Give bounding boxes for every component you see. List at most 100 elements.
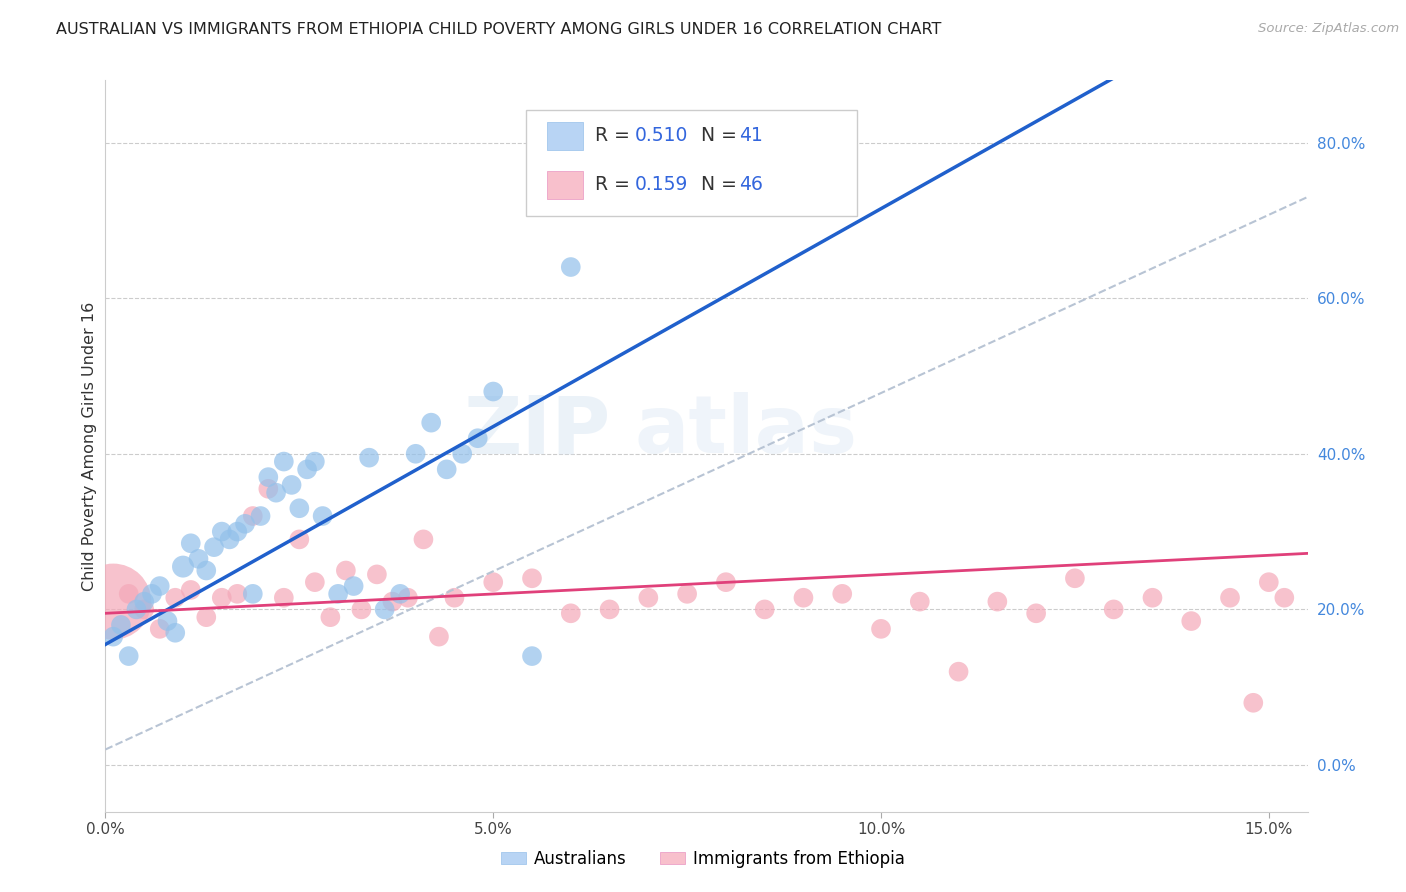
Point [103,630,125,644]
Point [211,524,233,539]
Point [218,533,240,547]
Point [520,571,543,585]
Point [257,482,280,496]
Point [366,567,388,582]
Point [948,665,970,679]
Point [482,575,505,590]
Point [311,509,333,524]
Point [870,622,893,636]
Point [103,594,125,608]
Point [319,610,342,624]
Point [792,591,814,605]
Point [226,524,249,539]
Point [1064,571,1087,585]
Point [451,447,474,461]
Point [412,533,434,547]
Point [1142,591,1164,605]
Point [134,602,156,616]
Text: ZIP: ZIP [463,392,610,470]
Point [343,579,366,593]
Text: N =: N = [700,127,742,145]
Point [149,579,172,593]
Text: 41: 41 [740,127,763,145]
Point [443,591,465,605]
Point [172,559,194,574]
Point [335,564,357,578]
Point [125,602,148,616]
Point [1272,591,1295,605]
Point [118,649,141,664]
Point [420,416,443,430]
Point [288,501,311,516]
Point [165,591,187,605]
Point [304,575,326,590]
Point [118,587,141,601]
Legend: Australians, Immigrants from Ethiopia: Australians, Immigrants from Ethiopia [494,844,912,875]
Point [467,431,489,445]
Point [288,533,311,547]
Text: R =: R = [595,176,636,194]
Point [202,540,225,554]
Point [396,591,419,605]
Point [560,260,582,274]
Point [1102,602,1125,616]
Point [831,587,853,601]
Point [405,447,427,461]
Point [374,602,396,616]
Point [273,591,295,605]
Point [427,630,450,644]
Point [156,614,179,628]
Point [187,551,209,566]
Text: 0.510: 0.510 [634,127,688,145]
Point [637,591,659,605]
Text: 0.159: 0.159 [634,176,688,194]
Text: atlas: atlas [634,392,858,470]
Point [280,478,302,492]
Point [211,591,233,605]
Point [599,602,621,616]
Text: 46: 46 [740,176,763,194]
Point [389,587,412,601]
Text: R =: R = [595,127,636,145]
Point [381,594,404,608]
Point [110,618,132,632]
Point [520,649,543,664]
Point [195,564,218,578]
Point [908,594,931,608]
Point [350,602,373,616]
Point [257,470,280,484]
Point [141,587,163,601]
Point [180,582,202,597]
Point [149,622,172,636]
Point [242,509,264,524]
Point [482,384,505,399]
Point [754,602,776,616]
Point [295,462,318,476]
Point [226,587,249,601]
Bar [547,171,582,199]
Point [180,536,202,550]
Point [264,485,287,500]
Text: N =: N = [700,176,742,194]
Point [249,509,271,524]
Point [273,454,295,468]
Point [134,594,156,608]
Point [326,587,349,601]
Text: AUSTRALIAN VS IMMIGRANTS FROM ETHIOPIA CHILD POVERTY AMONG GIRLS UNDER 16 CORREL: AUSTRALIAN VS IMMIGRANTS FROM ETHIOPIA C… [56,22,942,37]
Text: Source: ZipAtlas.com: Source: ZipAtlas.com [1258,22,1399,36]
Point [1219,591,1241,605]
Point [1025,607,1047,621]
Point [1257,575,1279,590]
Bar [547,122,582,150]
Point [195,610,218,624]
Point [560,607,582,621]
Point [242,587,264,601]
Point [1241,696,1264,710]
FancyBboxPatch shape [526,110,856,216]
Point [714,575,737,590]
Point [233,516,256,531]
Y-axis label: Child Poverty Among Girls Under 16: Child Poverty Among Girls Under 16 [82,301,97,591]
Point [165,625,187,640]
Point [986,594,1008,608]
Point [676,587,699,601]
